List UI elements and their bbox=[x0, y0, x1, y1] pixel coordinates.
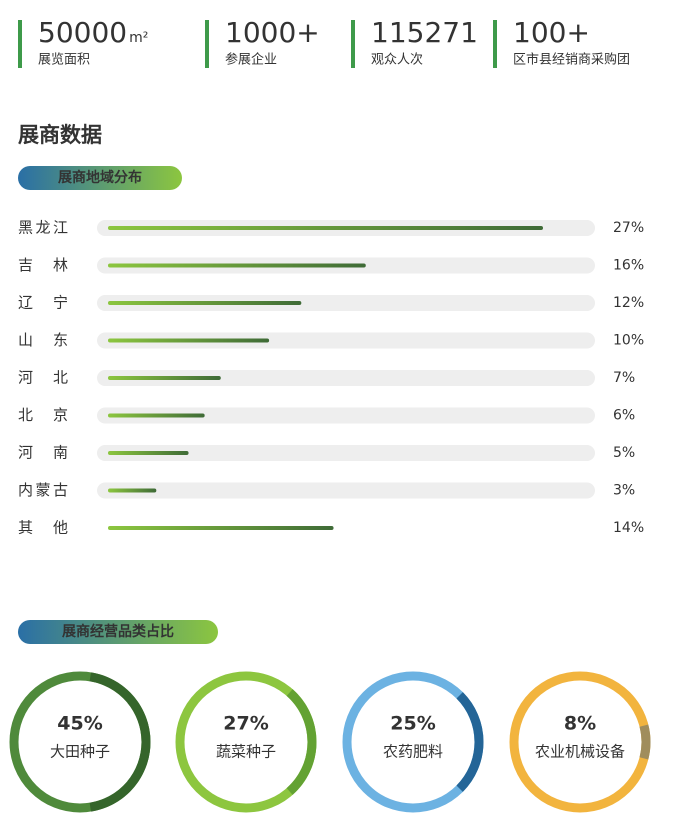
bar-track bbox=[97, 295, 595, 311]
bar-track bbox=[97, 407, 595, 424]
ring-arc bbox=[456, 692, 484, 792]
value-label: 7% bbox=[613, 370, 635, 386]
bar-track bbox=[97, 332, 595, 349]
bar bbox=[108, 376, 221, 380]
stat-value: 100+ bbox=[513, 16, 590, 49]
value-label: 12% bbox=[613, 295, 644, 311]
stat-bar bbox=[18, 20, 22, 68]
stat-value: 50000 bbox=[38, 16, 127, 49]
value-label: 6% bbox=[613, 408, 635, 424]
category-label: 其他 bbox=[18, 519, 68, 537]
category-label: 内蒙古 bbox=[18, 481, 68, 499]
stat-bar bbox=[351, 20, 355, 68]
section-title: 展商地域分布 bbox=[58, 169, 142, 186]
category-label: 河北 bbox=[18, 369, 68, 387]
value-label: 10% bbox=[613, 333, 644, 349]
bar bbox=[108, 451, 189, 455]
ring-label: 农业机械设备 bbox=[535, 743, 625, 761]
ring-value: 27% bbox=[223, 713, 268, 735]
ring-label: 大田种子 bbox=[50, 743, 110, 761]
bar-track bbox=[97, 482, 595, 499]
category-label: 黑龙江 bbox=[18, 219, 68, 237]
bar-track bbox=[97, 370, 595, 386]
category-label: 辽宁 bbox=[18, 294, 68, 312]
ring-arc bbox=[639, 724, 651, 760]
value-label: 16% bbox=[613, 258, 644, 274]
stat-label: 展览面积 bbox=[38, 52, 90, 68]
bar bbox=[108, 488, 157, 493]
heading: 展商数据 bbox=[18, 123, 102, 147]
value-label: 27% bbox=[613, 220, 644, 236]
bar bbox=[108, 338, 270, 343]
section-pill bbox=[18, 620, 218, 644]
section-pill bbox=[18, 166, 182, 190]
stat-label: 观众人次 bbox=[371, 52, 423, 68]
bar-track bbox=[97, 445, 595, 461]
stat-unit: m² bbox=[129, 30, 148, 46]
category-label: 河南 bbox=[18, 444, 68, 462]
category-label: 吉林 bbox=[18, 256, 68, 274]
value-label: 5% bbox=[613, 445, 635, 461]
stat-label: 参展企业 bbox=[225, 52, 277, 68]
ring-label: 农药肥料 bbox=[383, 743, 443, 761]
stat-label: 区市县经销商采购团 bbox=[513, 52, 630, 68]
stat-bar bbox=[205, 20, 209, 68]
value-label: 3% bbox=[613, 483, 635, 499]
stat-bar bbox=[493, 20, 497, 68]
bar bbox=[108, 301, 302, 305]
category-label: 山东 bbox=[18, 331, 68, 349]
section-title: 展商经营品类占比 bbox=[62, 623, 174, 640]
bar bbox=[108, 226, 543, 230]
ring-arc bbox=[286, 689, 317, 795]
ring-value: 45% bbox=[57, 713, 102, 735]
ring-value: 8% bbox=[564, 713, 596, 735]
bar bbox=[108, 263, 366, 268]
ring-arc bbox=[89, 672, 151, 812]
bar bbox=[108, 526, 334, 530]
ring-value: 25% bbox=[390, 713, 435, 735]
stat-value: 115271 bbox=[371, 16, 478, 49]
stat-value: 1000+ bbox=[225, 16, 320, 49]
bar bbox=[108, 413, 205, 418]
category-label: 北京 bbox=[18, 406, 68, 424]
value-label: 14% bbox=[613, 520, 644, 536]
ring-label: 蔬菜种子 bbox=[216, 743, 276, 761]
